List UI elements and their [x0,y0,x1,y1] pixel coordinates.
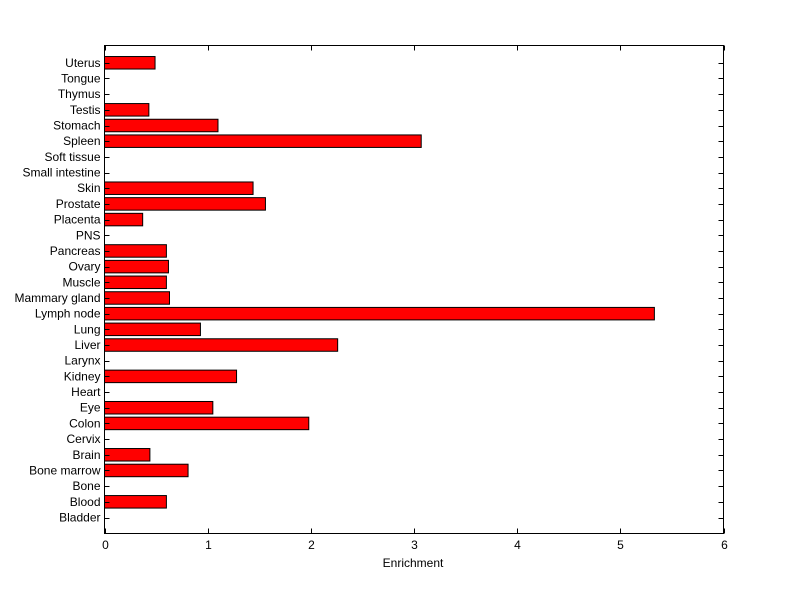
bar [104,306,655,321]
bar [104,134,422,148]
category-label: Bone [72,479,100,493]
bar [104,212,144,227]
category-label: Blood [70,495,101,509]
category-label: Testis [70,103,101,117]
x-axis-label: Enrichment [383,556,444,570]
bar [104,197,266,211]
category-label: Stomach [53,119,100,133]
x-tick-label: 0 [102,538,109,552]
bar [104,181,254,195]
category-label: Spleen [63,134,100,148]
bar [104,495,167,509]
plot-frame [104,45,724,534]
bar [104,103,150,117]
category-label: Lung [74,322,101,336]
x-tick-label: 2 [308,538,315,552]
x-tick-label: 5 [617,538,624,552]
bar [104,369,238,384]
category-label: Soft tissue [44,150,100,164]
bar [104,463,189,478]
category-label: Small intestine [22,166,100,180]
x-tick-label: 1 [205,538,212,552]
category-label: Prostate [56,197,101,211]
category-label: Tongue [61,71,101,85]
category-label: Brain [72,448,100,462]
bar [104,275,167,290]
category-label: Placenta [54,213,101,227]
bar [104,338,339,352]
category-label: Heart [71,385,101,399]
category-label: Ovary [68,260,100,274]
bar [104,416,310,431]
x-tick-label: 3 [411,538,418,552]
category-label: Larynx [64,354,100,368]
bar [104,259,169,274]
bar [104,118,219,133]
bar [104,448,151,462]
bar [104,322,201,337]
category-label: Uterus [65,56,100,70]
category-label: PNS [76,228,101,242]
bar [104,56,156,70]
ticks-group [104,45,725,534]
category-label: Kidney [64,369,101,383]
category-label: Bone marrow [29,463,101,477]
category-label: Muscle [62,275,100,289]
bars-group [104,56,655,509]
bar [104,291,170,305]
category-label: Pancreas [50,244,101,258]
category-label: Cervix [66,432,100,446]
category-label: Skin [77,181,100,195]
category-label: Eye [80,401,101,415]
category-label: Liver [74,338,100,352]
category-label: Mammary gland [14,291,100,305]
bar [104,400,214,415]
x-tick-labels-group: 0 1 2 3 4 5 6 [102,538,728,552]
x-tick-label: 6 [721,538,728,552]
category-label: Colon [69,416,100,430]
category-label: Bladder [59,511,100,525]
bar [104,244,167,258]
category-label: Thymus [58,87,101,101]
category-label: Lymph node [35,307,101,321]
x-tick-label: 4 [514,538,521,552]
